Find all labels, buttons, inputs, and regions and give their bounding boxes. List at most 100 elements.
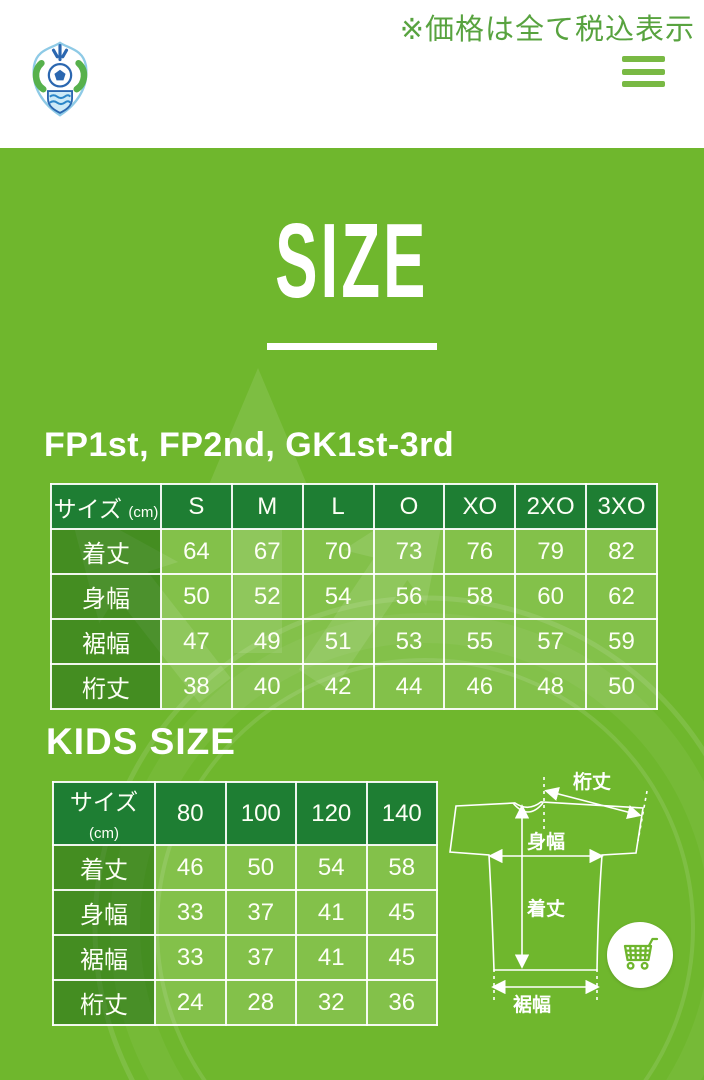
value-cell: 73 [372,528,446,575]
value-cell: 52 [230,573,304,620]
adult-size-table: サイズ (cm) S M L O XO 2XO 3XO 着丈 64 67 70 73 76 79 82 身幅 50… [50,483,658,710]
column-header-cell: 100 [224,781,297,846]
value-cell: 41 [295,934,368,981]
size-label: サイズ [53,495,122,522]
size-label: サイズ [69,789,139,815]
table-row: 着丈 46 50 54 58 [52,844,438,891]
value-cell: 24 [154,979,227,1026]
row-label-cell: 桁丈 [50,663,162,710]
table-row: 身幅 33 37 41 45 [52,889,438,936]
title-underline [267,343,437,350]
tax-note: ※価格は全て税込表示 [399,14,695,46]
column-header-cell: 120 [295,781,368,846]
table-header-row: サイズ (cm) S M L O XO 2XO 3XO [50,483,658,530]
kids-size-table: サイズ (cm) 80 100 120 140 着丈 46 50 54 58 身幅 33 37 41 45 裾… [52,781,438,1026]
value-cell: 57 [514,618,588,665]
value-cell: 46 [154,844,227,891]
club-crest-icon [26,41,94,121]
row-label-cell: 裾幅 [50,618,162,665]
row-label-cell: 身幅 [52,889,156,936]
value-cell: 51 [301,618,375,665]
value-cell: 58 [443,573,517,620]
value-cell: 56 [372,573,446,620]
value-cell: 50 [224,844,297,891]
header: ※価格は全て税込表示 [0,0,704,148]
value-cell: 50 [160,573,233,620]
size-header-cell: サイズ (cm) [50,483,162,530]
row-label-cell: 裾幅 [52,934,156,981]
table-row: 着丈 64 67 70 73 76 79 82 [50,528,658,575]
column-header-cell: L [301,483,375,530]
cart-icon [620,936,660,975]
value-cell: 79 [514,528,588,575]
value-cell: 60 [514,573,588,620]
column-header-cell: M [230,483,304,530]
value-cell: 45 [365,889,438,936]
value-cell: 48 [514,663,588,710]
value-cell: 41 [295,889,368,936]
value-cell: 64 [160,528,233,575]
value-cell: 62 [585,573,658,620]
row-label-cell: 身幅 [50,573,162,620]
sleeve-length-label: 桁丈 [573,770,611,793]
page-title: SIZE [275,202,429,320]
value-cell: 76 [443,528,517,575]
value-cell: 67 [230,528,304,575]
value-cell: 58 [365,844,438,891]
value-cell: 32 [295,979,368,1026]
value-cell: 46 [443,663,517,710]
table-row: 桁丈 38 40 42 44 46 48 50 [50,663,658,710]
table-row: 裾幅 47 49 51 53 55 57 59 [50,618,658,665]
row-label-cell: 桁丈 [52,979,156,1026]
body-width-label: 身幅 [527,830,565,853]
tshirt-measurement-diagram: 桁丈 身幅 着丈 裾幅 [449,770,648,1016]
hamburger-menu-icon[interactable] [622,56,665,87]
cart-button[interactable] [607,922,673,988]
value-cell: 36 [365,979,438,1026]
column-header-cell: O [372,483,446,530]
value-cell: 28 [224,979,297,1026]
hem-width-label: 裾幅 [513,993,551,1016]
table-header-row: サイズ (cm) 80 100 120 140 [52,781,438,846]
value-cell: 33 [154,889,227,936]
value-cell: 59 [585,618,658,665]
value-cell: 40 [230,663,304,710]
column-header-cell: 2XO [514,483,588,530]
kids-sizes-heading: KIDS SIZE [46,721,236,762]
menu-bar [622,68,665,75]
value-cell: 33 [154,934,227,981]
value-cell: 47 [160,618,233,665]
column-header-cell: 3XO [585,483,658,530]
table-row: 身幅 50 52 54 56 58 60 62 [50,573,658,620]
value-cell: 70 [301,528,375,575]
value-cell: 45 [365,934,438,981]
row-label-cell: 着丈 [50,528,162,575]
value-cell: 38 [160,663,233,710]
value-cell: 54 [301,573,375,620]
column-header-cell: XO [443,483,517,530]
table-row: 桁丈 24 28 32 36 [52,979,438,1026]
club-logo-button[interactable] [26,40,94,118]
size-unit: (cm) [128,503,159,521]
table-row: 裾幅 33 37 41 45 [52,934,438,981]
menu-bar [622,56,665,62]
size-unit: (cm) [89,825,119,842]
column-header-cell: 80 [154,781,227,846]
column-header-cell: S [160,483,233,530]
value-cell: 49 [230,618,304,665]
size-header-cell: サイズ (cm) [52,781,156,846]
value-cell: 82 [585,528,658,575]
tshirt-outline [449,801,644,971]
value-cell: 53 [372,618,446,665]
row-label-cell: 着丈 [52,844,156,891]
value-cell: 50 [585,663,658,710]
value-cell: 37 [224,934,297,981]
value-cell: 44 [372,663,446,710]
value-cell: 42 [301,663,375,710]
adult-sizes-heading: FP1st, FP2nd, GK1st-3rd [44,426,455,464]
body-length-label: 着丈 [527,897,565,920]
value-cell: 54 [295,844,368,891]
size-chart-section: SIZE FP1st, FP2nd, GK1st-3rd サイズ (cm) S M L… [0,148,704,1080]
column-header-cell: 140 [365,781,438,846]
